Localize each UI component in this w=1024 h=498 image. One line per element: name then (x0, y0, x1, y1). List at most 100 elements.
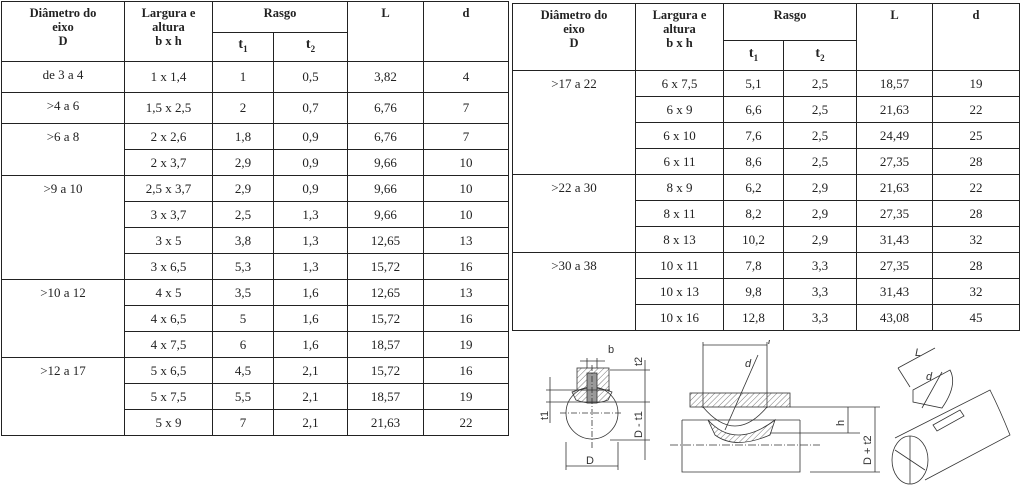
cell-t1: 5 (212, 305, 274, 332)
cell-t1: 2,9 (212, 175, 274, 202)
cell-width-height: 8 x 9 (635, 174, 724, 201)
cell-d: 16 (423, 305, 509, 332)
cell-t2: 2,5 (783, 70, 857, 97)
table-row: >22 a 30 8 x 9 6,2 2,9 21,63 22 (512, 174, 1020, 253)
cell-diameter: >6 a 8 (1, 123, 125, 176)
cell-t1: 7,6 (723, 122, 784, 149)
cell-width-height: 2,5 x 3,7 (124, 175, 213, 202)
cell-t1: 3,5 (212, 279, 274, 306)
label-r: r (768, 340, 773, 347)
table-row: >9 a 10 2,5 x 3,7 2,9 0,9 9,66 10 (1, 175, 509, 280)
cell-L: 21,63 (856, 174, 933, 201)
header-width-height: Largura e altura b x h (635, 3, 724, 71)
cell-L: 3,82 (347, 61, 424, 93)
cell-t2: 3,3 (783, 304, 857, 331)
table-body-right: >17 a 22 6 x 7,5 5,1 2,5 18,57 19 6 x 9 6,6 2,5 2… (512, 70, 1020, 331)
label-b: b (608, 344, 614, 356)
cell-width-height: 6 x 11 (635, 148, 724, 175)
cell-t1: 9,8 (723, 278, 784, 305)
section-view: b t2 t1 D - t1 D (539, 344, 650, 470)
cell-width-height: 8 x 11 (635, 200, 724, 227)
cell-t2: 2,9 (783, 226, 857, 253)
cell-L: 18,57 (347, 331, 424, 358)
cell-L: 15,72 (347, 305, 424, 332)
cell-width-height: 1 x 1,4 (124, 61, 213, 93)
cell-width-height: 4 x 7,5 (124, 331, 213, 358)
cell-L: 27,35 (856, 148, 933, 175)
cell-L: 43,08 (856, 304, 933, 331)
cell-L: 6,76 (347, 92, 424, 124)
cell-diameter: de 3 a 4 (1, 61, 125, 93)
cell-t1: 2,5 (212, 201, 274, 228)
header-d: d (423, 1, 509, 62)
cell-L: 9,66 (347, 149, 424, 176)
cell-d: 4 (423, 61, 509, 93)
cell-L: 18,57 (856, 70, 933, 97)
cell-L: 9,66 (347, 175, 424, 202)
cell-d: 32 (932, 226, 1020, 253)
cell-width-height: 3 x 3,7 (124, 201, 213, 228)
cell-t1: 4,5 (212, 357, 274, 384)
header-L: L (347, 1, 424, 62)
cell-width-height: 2 x 2,6 (124, 123, 213, 150)
cell-t1: 6,6 (723, 96, 784, 123)
cell-t2: 2,5 (783, 122, 857, 149)
cell-t2: 2,5 (783, 96, 857, 123)
cell-width-height: 10 x 13 (635, 278, 724, 305)
cell-t1: 5,1 (723, 70, 784, 97)
cell-L: 12,65 (347, 279, 424, 306)
cell-t2: 0,5 (273, 61, 348, 93)
header-diameter: Diâmetro do eixo D (512, 3, 636, 71)
cell-t1: 8,6 (723, 148, 784, 175)
cell-t2: 3,3 (783, 278, 857, 305)
cell-t2: 0,9 (273, 149, 348, 176)
table-row: 10 x 16 12,8 3,3 43,08 45 (513, 304, 1020, 331)
cell-t1: 5,5 (212, 383, 274, 410)
cell-t2: 1,6 (273, 279, 348, 306)
cell-d: 28 (932, 200, 1020, 227)
table-row: >10 a 12 4 x 5 3,5 1,6 12,65 13 (1, 279, 509, 358)
cell-t1: 10,2 (723, 226, 784, 253)
table-row: 6 x 11 8,6 2,5 27,35 28 (513, 148, 1020, 175)
header-groove: Rasgo (723, 3, 857, 41)
header-groove: Rasgo (212, 1, 348, 33)
cell-t1: 3,8 (212, 227, 274, 254)
table-row: 2 x 3,7 2,9 0,9 9,66 10 (2, 149, 509, 176)
cell-d: 7 (423, 92, 509, 124)
cell-width-height: 3 x 5 (124, 227, 213, 254)
cell-L: 6,76 (347, 123, 424, 150)
cell-diameter: >30 a 38 (512, 252, 636, 331)
cell-t1: 1 (212, 61, 274, 93)
cell-t2: 1,3 (273, 201, 348, 228)
cell-width-height: 5 x 7,5 (124, 383, 213, 410)
header-L: L (856, 3, 933, 71)
label-D: D (586, 455, 594, 467)
cell-t1: 5,3 (212, 253, 274, 280)
table-row: 3 x 6,5 5,3 1,3 15,72 16 (2, 253, 509, 280)
label-h: h (835, 420, 847, 426)
table-row: 3 x 3,7 2,5 1,3 9,66 10 (2, 201, 509, 228)
cell-d: 28 (932, 252, 1020, 279)
cell-d: 7 (423, 123, 509, 150)
table-row: 5 x 9 7 2,1 21,63 22 (2, 409, 509, 436)
table-row: 4 x 7,5 6 1,6 18,57 19 (2, 331, 509, 358)
cell-t2: 1,3 (273, 253, 348, 280)
cell-diameter: >22 a 30 (512, 174, 636, 253)
cell-d: 25 (932, 122, 1020, 149)
table-row: >12 a 17 5 x 6,5 4,5 2,1 15,72 16 (1, 357, 509, 436)
header-d: d (932, 3, 1020, 71)
cell-d: 13 (423, 227, 509, 254)
cell-width-height: 10 x 16 (635, 304, 724, 331)
cell-diameter: >17 a 22 (512, 70, 636, 175)
cell-d: 32 (932, 278, 1020, 305)
header-t2: t2 (273, 32, 348, 62)
label-d: d (745, 358, 752, 370)
cell-width-height: 1,5 x 2,5 (124, 92, 213, 124)
cell-d: 28 (932, 148, 1020, 175)
cell-d: 19 (932, 70, 1020, 97)
cell-width-height: 6 x 9 (635, 96, 724, 123)
cell-L: 31,43 (856, 278, 933, 305)
cell-t2: 2,1 (273, 409, 348, 436)
